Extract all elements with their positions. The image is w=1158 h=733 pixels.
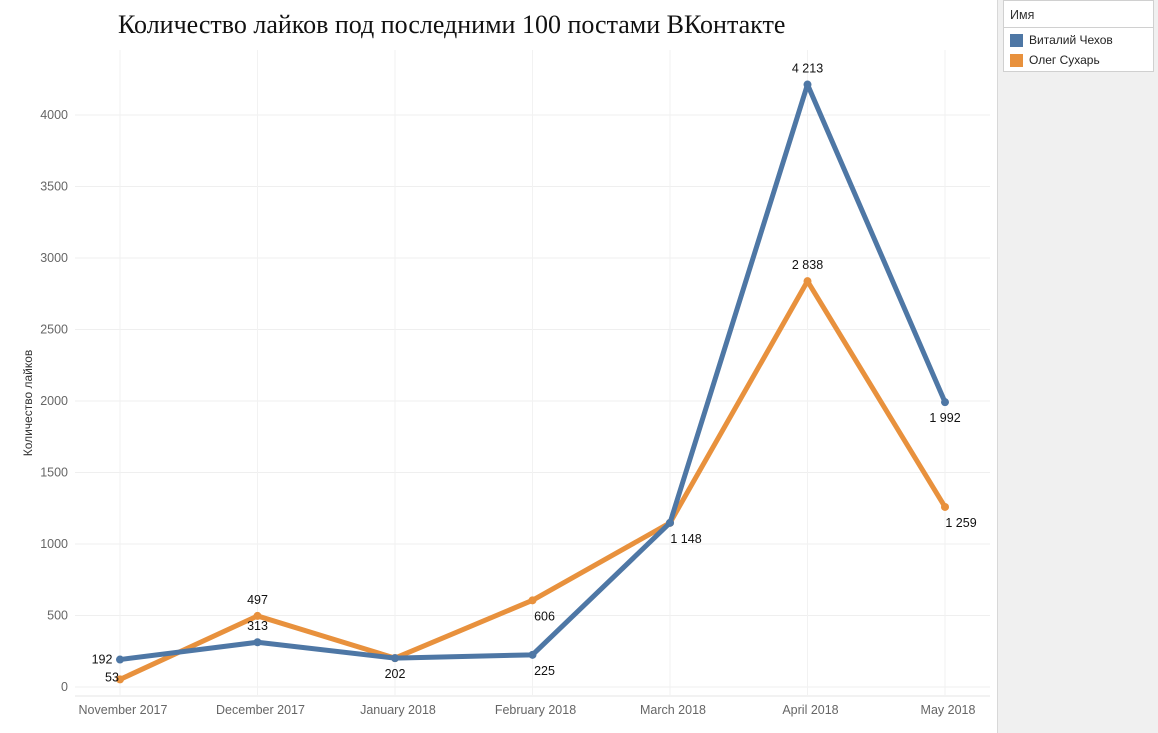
y-tick-label: 4000: [40, 108, 68, 122]
data-label-vitaliy-chekhov: 225: [534, 664, 555, 678]
chart-title: Количество лайков под последними 100 пос…: [118, 10, 786, 39]
x-tick-label: April 2018: [782, 703, 838, 717]
data-label-vitaliy-chekhov: 202: [385, 667, 406, 681]
legend[interactable]: Имя Виталий Чехов Олег Сухарь: [1003, 0, 1154, 72]
data-label-vitaliy-chekhov: 1 148: [670, 532, 701, 546]
legend-divider: [1004, 27, 1153, 28]
y-tick-label: 2000: [40, 394, 68, 408]
legend-item-oleg-sukhar[interactable]: Олег Сухарь: [1010, 52, 1100, 68]
data-point-vitaliy-chekhov: [391, 654, 399, 663]
x-tick-label: March 2018: [640, 703, 706, 717]
line-chart: 0 500 1000 1500 2000 2500 3000 3500 4000 November…: [21, 50, 990, 717]
data-point-vitaliy-chekhov: [528, 650, 537, 659]
data-point-oleg-sukhar: [253, 611, 262, 620]
data-label-oleg-sukhar: 53: [105, 670, 119, 684]
data-label-oleg-sukhar: 1 259: [945, 516, 976, 530]
data-point-vitaliy-chekhov: [941, 398, 949, 407]
data-point-vitaliy-chekhov: [803, 80, 812, 89]
data-label-vitaliy-chekhov: 192: [92, 653, 113, 667]
data-label-vitaliy-chekhov: 1 992: [929, 411, 960, 425]
x-tick-label: May 2018: [921, 703, 976, 717]
data-point-oleg-sukhar: [116, 675, 124, 684]
data-point-oleg-sukhar: [528, 596, 537, 605]
legend-title: Имя: [1010, 8, 1035, 22]
legend-swatch-blue: [1010, 33, 1023, 47]
y-tick-label: 2500: [40, 323, 68, 337]
data-point-oleg-sukhar: [803, 277, 812, 286]
legend-label: Виталий Чехов: [1029, 33, 1113, 47]
data-point-vitaliy-chekhov: [253, 638, 262, 647]
legend-panel: Имя Виталий Чехов Олег Сухарь: [997, 0, 1158, 733]
y-tick-label: 3500: [40, 180, 68, 194]
y-axis-title: Количество лайков: [21, 350, 35, 457]
data-point-vitaliy-chekhov: [666, 518, 674, 527]
y-tick-label: 0: [61, 680, 68, 694]
legend-item-vitaliy-chekhov[interactable]: Виталий Чехов: [1010, 32, 1113, 48]
data-point-oleg-sukhar: [941, 502, 949, 511]
y-tick-label: 1500: [40, 466, 68, 480]
y-tick-label: 3000: [40, 251, 68, 265]
x-tick-label: February 2018: [495, 703, 576, 717]
data-label-oleg-sukhar: 606: [534, 609, 555, 623]
legend-label: Олег Сухарь: [1029, 53, 1100, 67]
x-tick-label: December 2017: [216, 703, 305, 717]
data-label-vitaliy-chekhov: 4 213: [792, 62, 823, 76]
data-point-vitaliy-chekhov: [116, 655, 124, 664]
data-label-oleg-sukhar: 2 838: [792, 258, 823, 272]
data-label-vitaliy-chekhov: 313: [247, 619, 268, 633]
y-tick-label: 500: [47, 609, 68, 623]
y-tick-label: 1000: [40, 537, 68, 551]
x-tick-label: November 2017: [79, 703, 168, 717]
x-tick-label: January 2018: [360, 703, 436, 717]
legend-swatch-orange: [1010, 53, 1023, 67]
data-label-oleg-sukhar: 497: [247, 593, 268, 607]
